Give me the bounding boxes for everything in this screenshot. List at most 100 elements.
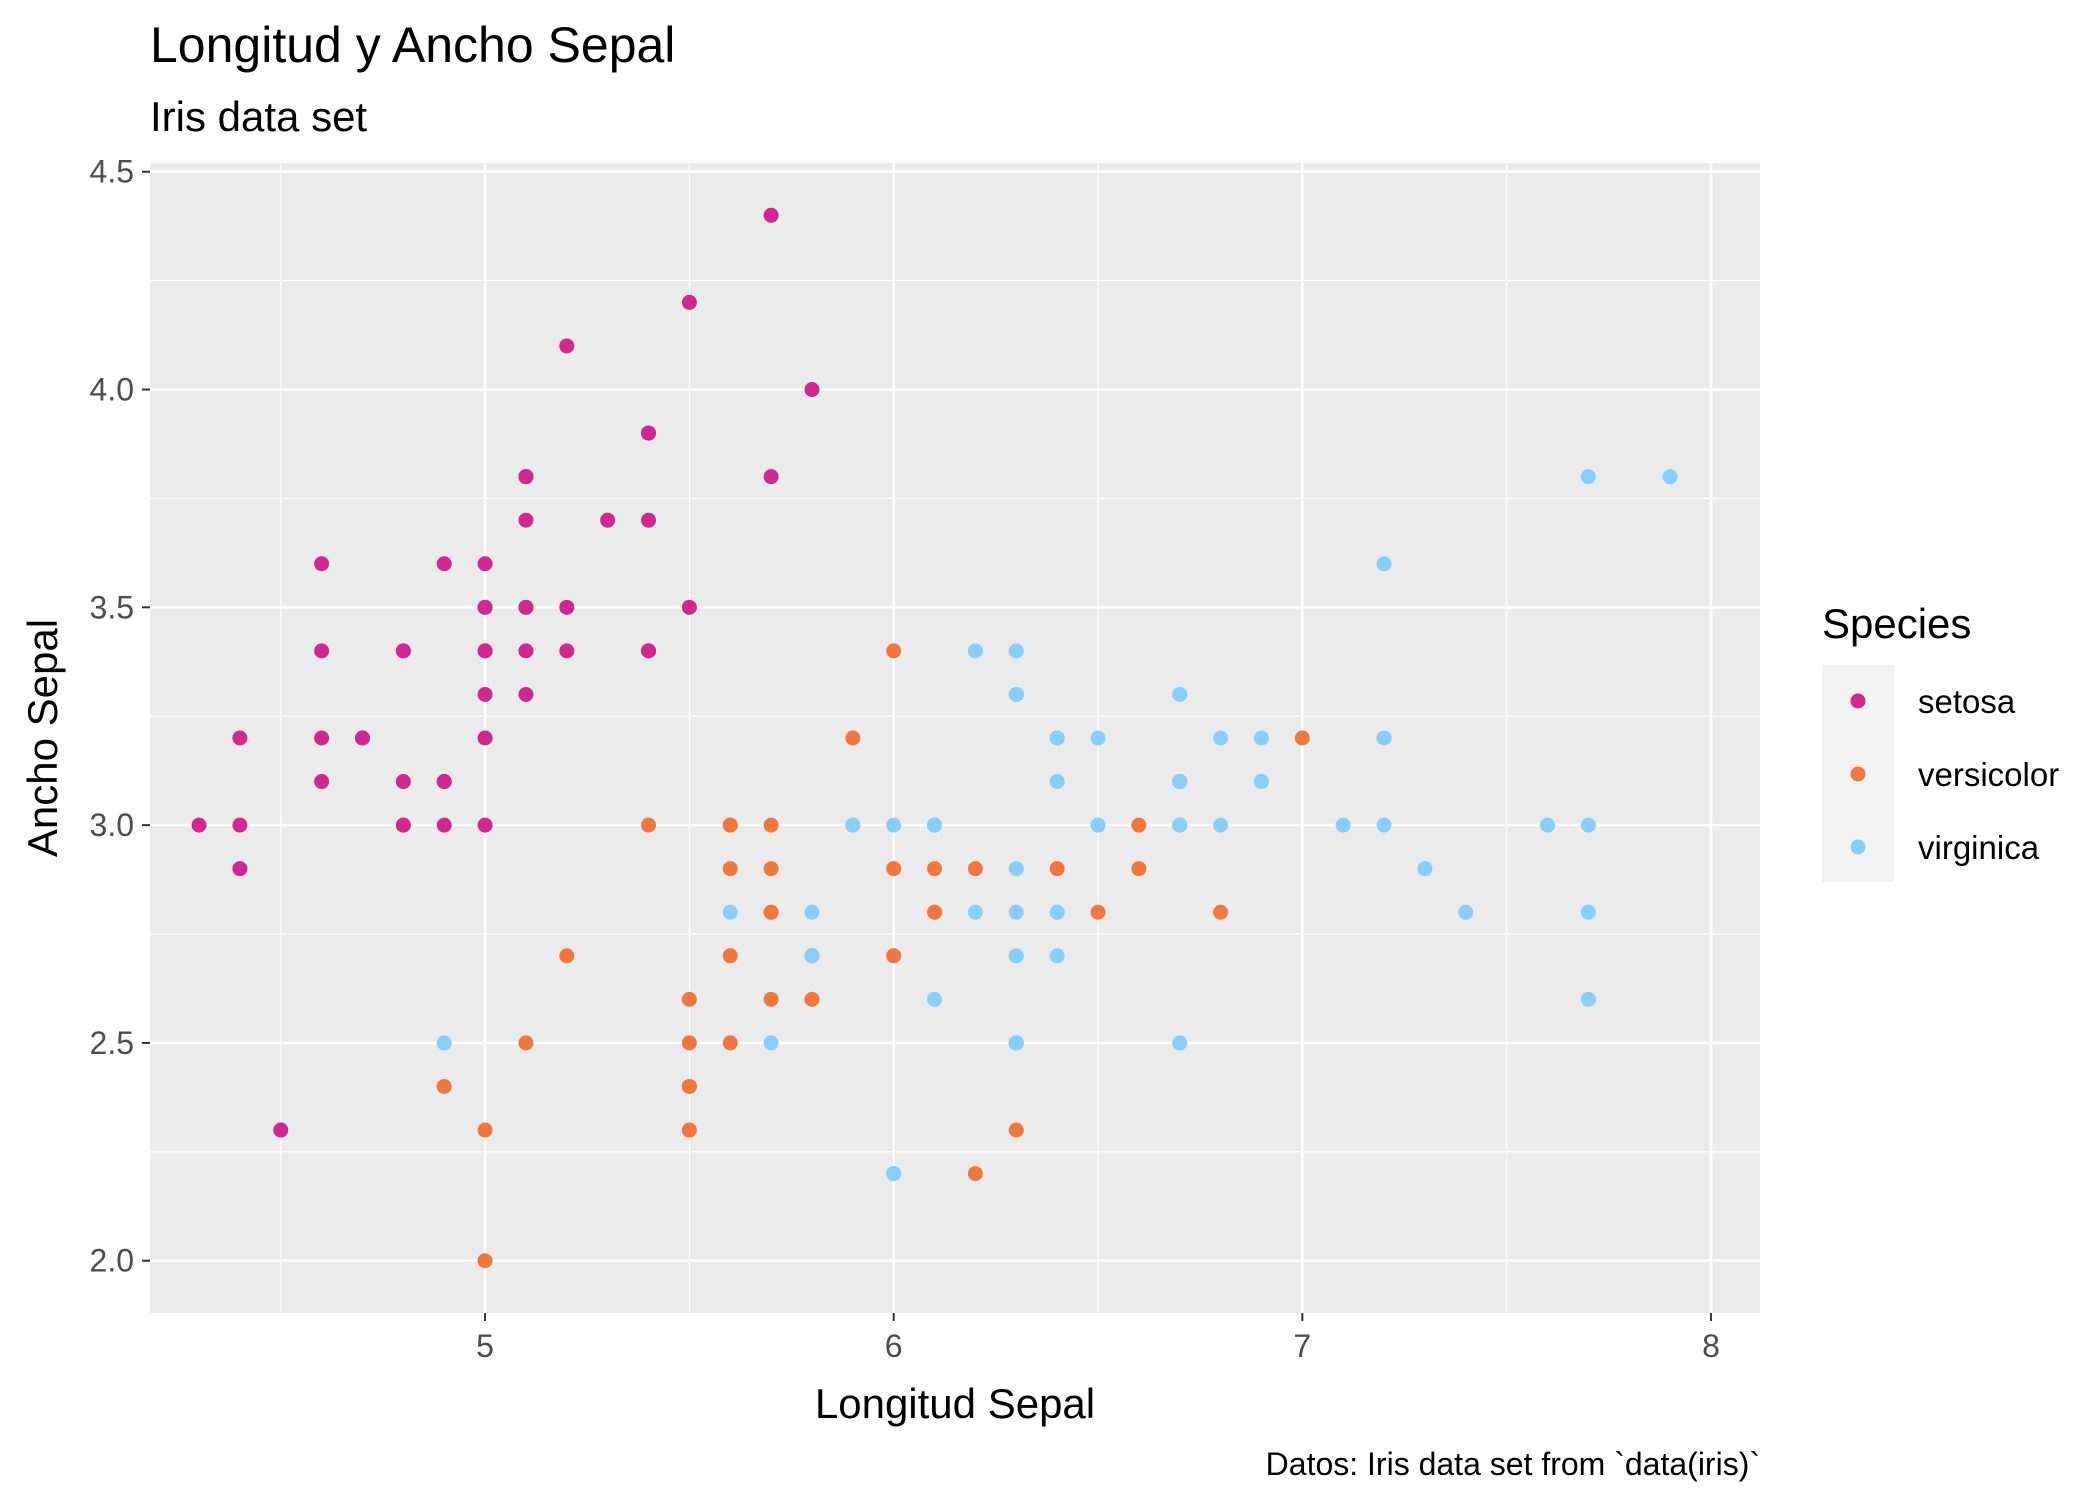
data-point-setosa <box>518 469 534 485</box>
data-point-setosa <box>641 512 657 528</box>
data-point-virginica <box>1049 948 1065 964</box>
legend-key-virginica <box>1850 839 1866 855</box>
data-point-virginica <box>967 904 983 920</box>
data-point-versicolor <box>886 861 902 877</box>
series-setosa <box>191 207 820 1138</box>
data-point-virginica <box>804 904 820 920</box>
plot-panel <box>150 163 1760 1313</box>
data-point-virginica <box>1458 904 1474 920</box>
data-point-setosa <box>232 730 248 746</box>
data-point-versicolor <box>477 1122 493 1138</box>
data-point-virginica <box>845 817 861 833</box>
data-point-virginica <box>1172 1035 1188 1051</box>
data-point-setosa <box>191 817 207 833</box>
data-point-setosa <box>681 294 697 310</box>
data-point-virginica <box>886 1166 902 1182</box>
legend-label-setosa: setosa <box>1918 683 2016 720</box>
data-point-versicolor <box>927 861 943 877</box>
data-point-virginica <box>927 817 943 833</box>
y-tick-label: 2.0 <box>90 1243 134 1279</box>
data-point-versicolor <box>1090 904 1106 920</box>
data-point-virginica <box>1253 730 1269 746</box>
data-point-versicolor <box>436 1078 452 1094</box>
legend-item-setosa: setosa <box>1850 683 2016 720</box>
data-point-setosa <box>354 730 370 746</box>
legend: Species setosa versicolor virginica <box>1822 600 2059 882</box>
data-point-setosa <box>395 643 411 659</box>
y-tick-label: 2.5 <box>90 1025 134 1061</box>
chart-subtitle: Iris data set <box>150 93 367 140</box>
data-point-versicolor <box>681 1035 697 1051</box>
data-point-setosa <box>641 643 657 659</box>
data-point-versicolor <box>763 904 779 920</box>
data-point-virginica <box>1049 730 1065 746</box>
data-point-virginica <box>804 948 820 964</box>
data-point-virginica <box>1049 774 1065 790</box>
data-point-versicolor <box>845 730 861 746</box>
legend-title: Species <box>1822 600 1971 647</box>
data-point-setosa <box>314 774 330 790</box>
data-point-versicolor <box>763 861 779 877</box>
axis-ticks <box>142 170 1712 1321</box>
series-virginica <box>436 469 1678 1182</box>
data-point-virginica <box>1580 991 1596 1007</box>
major-gridlines <box>150 163 1760 1313</box>
data-point-virginica <box>1172 686 1188 702</box>
data-point-versicolor <box>681 1078 697 1094</box>
y-tick-label: 4.5 <box>90 154 134 190</box>
data-point-virginica <box>1008 948 1024 964</box>
legend-key-versicolor <box>1850 766 1866 782</box>
data-point-versicolor <box>1131 817 1147 833</box>
data-point-virginica <box>1540 817 1556 833</box>
legend-item-virginica: virginica <box>1850 829 2040 866</box>
y-tick-label: 4.0 <box>90 372 134 408</box>
data-point-setosa <box>477 817 493 833</box>
data-point-versicolor <box>927 904 943 920</box>
tick-labels: 5 6 7 8 2.0 2.5 3.0 3.5 4.0 4.5 <box>90 154 1720 1364</box>
data-point-setosa <box>518 512 534 528</box>
data-point-setosa <box>477 730 493 746</box>
y-tick-label: 3.5 <box>90 589 134 625</box>
data-point-virginica <box>1008 1035 1024 1051</box>
data-point-versicolor <box>722 861 738 877</box>
data-point-setosa <box>314 730 330 746</box>
data-point-versicolor <box>477 1253 493 1269</box>
data-point-virginica <box>1662 469 1678 485</box>
data-point-virginica <box>1172 774 1188 790</box>
data-point-virginica <box>967 643 983 659</box>
data-point-virginica <box>1008 904 1024 920</box>
data-point-virginica <box>1049 904 1065 920</box>
data-point-versicolor <box>804 991 820 1007</box>
data-point-setosa <box>314 556 330 572</box>
data-point-setosa <box>314 643 330 659</box>
data-point-versicolor <box>1213 904 1229 920</box>
data-point-versicolor <box>681 1122 697 1138</box>
data-point-virginica <box>1580 817 1596 833</box>
data-point-versicolor <box>722 948 738 964</box>
data-point-setosa <box>600 512 616 528</box>
data-point-setosa <box>232 861 248 877</box>
data-point-virginica <box>722 904 738 920</box>
legend-key-setosa <box>1850 693 1866 709</box>
data-point-virginica <box>763 1035 779 1051</box>
x-tick-label: 6 <box>885 1328 903 1364</box>
data-point-setosa <box>804 382 820 398</box>
data-point-setosa <box>477 643 493 659</box>
x-axis-title: Longitud Sepal <box>815 1380 1095 1427</box>
data-point-virginica <box>436 1035 452 1051</box>
data-point-virginica <box>1090 817 1106 833</box>
data-point-virginica <box>1580 469 1596 485</box>
data-point-virginica <box>1213 730 1229 746</box>
data-point-setosa <box>681 599 697 615</box>
data-point-setosa <box>477 599 493 615</box>
data-point-setosa <box>559 338 575 354</box>
legend-label-virginica: virginica <box>1918 829 2040 866</box>
chart-title: Longitud y Ancho Sepal <box>150 17 675 73</box>
data-point-virginica <box>1376 556 1392 572</box>
data-point-virginica <box>1008 861 1024 877</box>
data-point-setosa <box>559 599 575 615</box>
data-point-setosa <box>395 817 411 833</box>
data-point-setosa <box>477 556 493 572</box>
data-point-versicolor <box>559 948 575 964</box>
